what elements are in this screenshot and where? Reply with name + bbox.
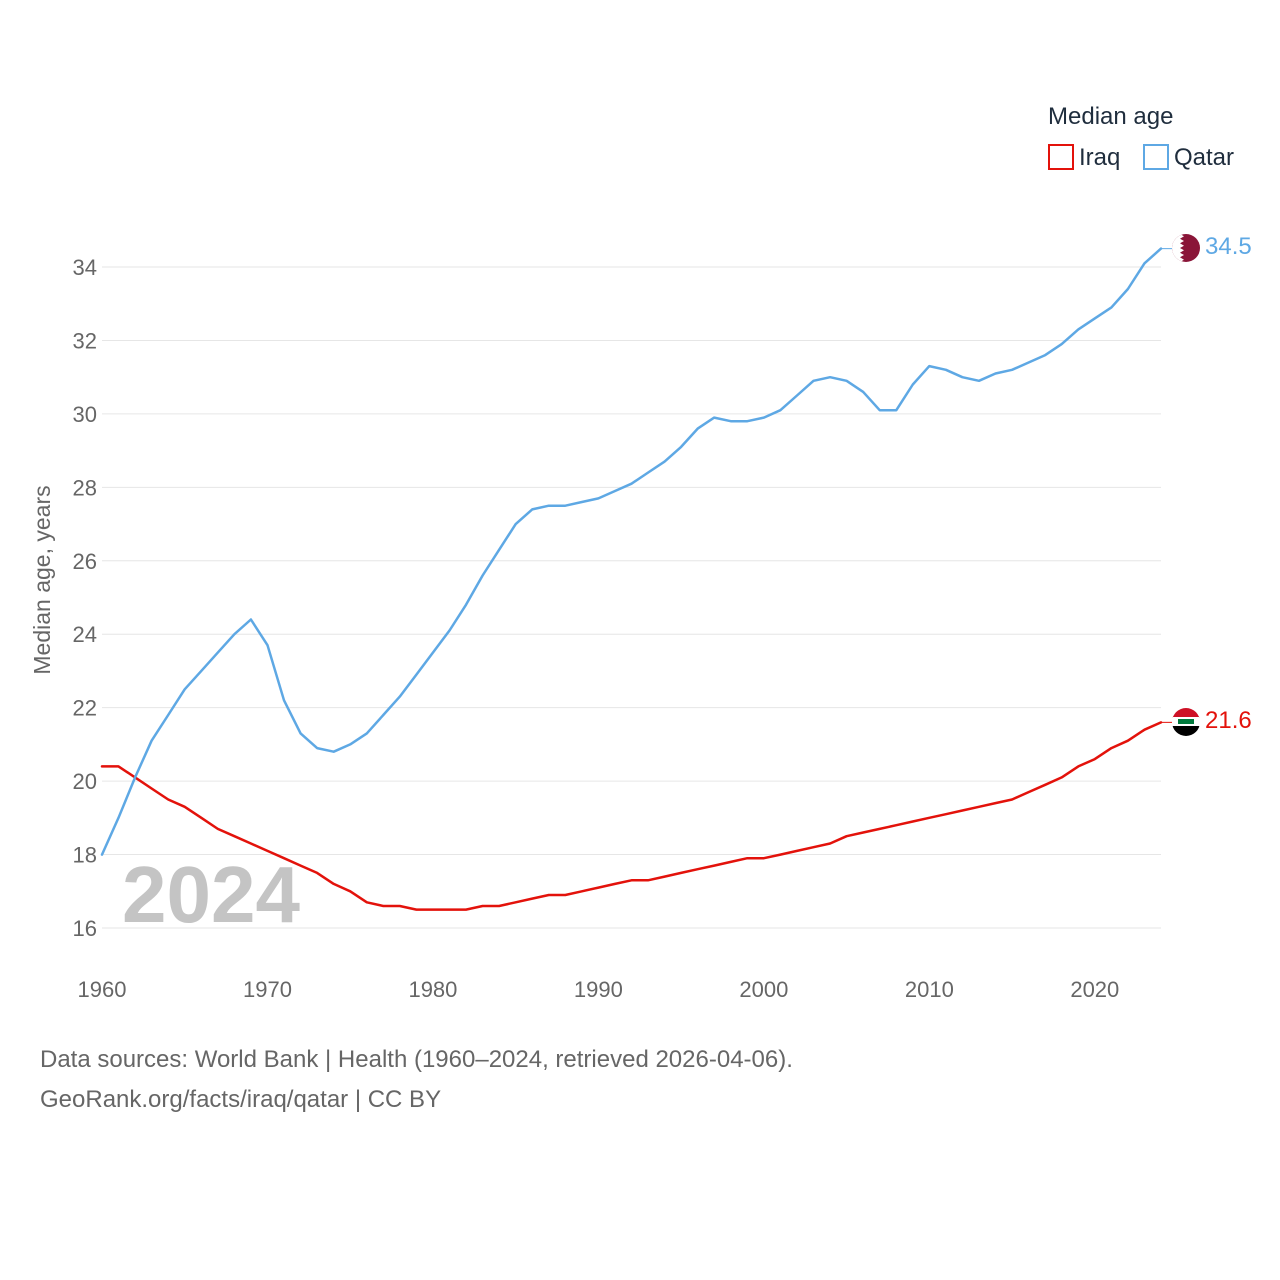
iraq-flag-icon [1172, 708, 1200, 736]
y-tick-label: 16 [73, 916, 97, 941]
data-sources-note: Data sources: World Bank | Health (1960–… [40, 1046, 793, 1073]
y-tick-label: 26 [73, 549, 97, 574]
x-tick-label: 1990 [574, 977, 623, 1002]
y-axis-title: Median age, years [29, 485, 55, 674]
end-label-qatar: 34.5 [1205, 233, 1252, 260]
x-axis-ticks: 1960 1970 1980 1990 2000 2010 2020 [78, 977, 1120, 1002]
x-tick-label: 1980 [408, 977, 457, 1002]
y-axis-ticks: 16 18 20 22 24 26 28 30 32 34 [73, 255, 97, 941]
gridlines [102, 266, 1161, 929]
footer: Data sources: World Bank | Health (1960–… [40, 1040, 793, 1120]
y-tick-label: 20 [73, 769, 97, 794]
x-tick-label: 2000 [739, 977, 788, 1002]
series-line-iraq[interactable] [100, 721, 1163, 911]
y-tick-label: 32 [73, 328, 97, 353]
y-tick-label: 22 [73, 696, 97, 721]
y-tick-label: 24 [73, 622, 97, 647]
legend: Median age Iraq Qatar [1048, 103, 1234, 171]
legend-label-qatar[interactable]: Qatar [1174, 144, 1234, 171]
x-tick-label: 1970 [243, 977, 292, 1002]
x-tick-label: 1960 [78, 977, 127, 1002]
qatar-flag-icon [1172, 234, 1200, 262]
credit-link[interactable]: GeoRank.org/facts/iraq/qatar | CC BY [40, 1086, 442, 1113]
year-watermark: 2024 [122, 850, 300, 939]
legend-swatch-iraq[interactable] [1048, 144, 1074, 170]
end-labels: 34.5 21.6 [1205, 233, 1252, 734]
x-tick-label: 2010 [905, 977, 954, 1002]
y-tick-label: 18 [73, 843, 97, 868]
series-line-qatar[interactable] [100, 247, 1163, 856]
series-lines [100, 247, 1172, 911]
legend-swatch-qatar[interactable] [1143, 144, 1169, 170]
y-tick-label: 34 [73, 255, 97, 280]
x-tick-label: 2020 [1070, 977, 1119, 1002]
y-tick-label: 30 [73, 402, 97, 427]
legend-title: Median age [1048, 103, 1173, 130]
y-tick-label: 28 [73, 475, 97, 500]
legend-label-iraq[interactable]: Iraq [1079, 144, 1120, 171]
end-label-iraq: 21.6 [1205, 707, 1252, 734]
